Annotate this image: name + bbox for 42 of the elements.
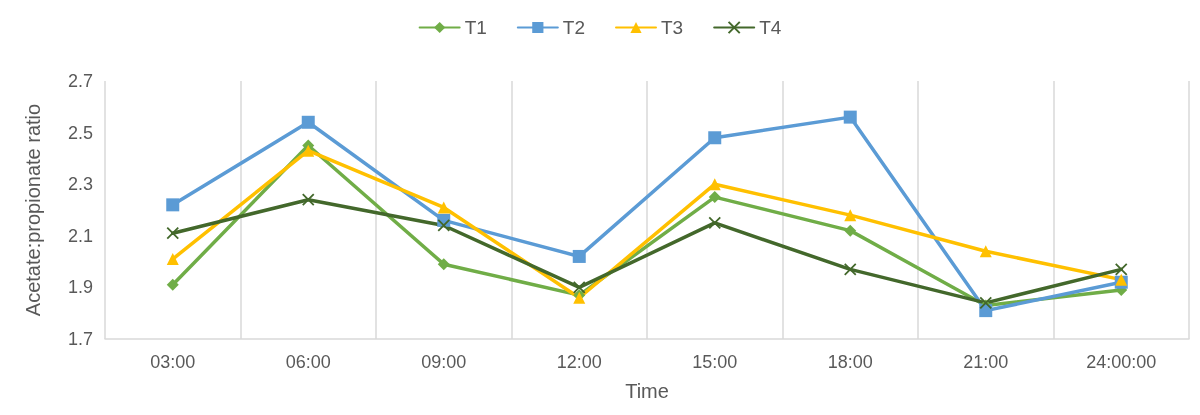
y-tick-label: 2.3 [67, 174, 93, 195]
x-tick-label: 21:00 [963, 352, 1009, 372]
point [166, 253, 179, 266]
point [166, 278, 179, 291]
point [844, 224, 857, 237]
point [437, 258, 450, 271]
point [302, 144, 315, 157]
legend-label: T3 [661, 17, 684, 38]
point [437, 219, 451, 232]
point [572, 281, 586, 294]
point [843, 110, 857, 124]
point [844, 209, 857, 222]
x-tick-label: 06:00 [285, 352, 331, 372]
point [301, 115, 315, 129]
x-tick-label: 15:00 [692, 352, 738, 372]
legend-label: T1 [464, 17, 487, 38]
x-axis-title: Time [625, 380, 669, 402]
x-tick-label: 03:00 [150, 352, 196, 372]
point [843, 262, 857, 276]
y-tick-label: 1.7 [67, 329, 93, 349]
x-tick-label: 09:00 [421, 352, 467, 372]
point [708, 191, 721, 204]
legend-label: T2 [562, 17, 586, 38]
legend-label: T4 [759, 17, 782, 38]
x-tick-label: 24:00:00 [1086, 352, 1157, 372]
y-tick-label: 1.9 [67, 277, 93, 298]
point [166, 198, 180, 212]
point [166, 226, 180, 240]
point [708, 131, 722, 145]
y-tick-label: 2.5 [67, 122, 93, 143]
point [979, 245, 992, 258]
x-tick-label: 12:00 [556, 352, 602, 372]
point [437, 201, 450, 214]
point [572, 249, 586, 263]
y-tick-label: 2.1 [67, 225, 93, 246]
y-axis-title: Acetate:propionate ratio [22, 103, 44, 317]
point [1114, 262, 1128, 276]
y-tick-label: 2.7 [67, 71, 93, 91]
point [708, 216, 722, 230]
x-tick-label: 18:00 [827, 352, 873, 372]
point [301, 193, 315, 207]
point [708, 178, 721, 191]
